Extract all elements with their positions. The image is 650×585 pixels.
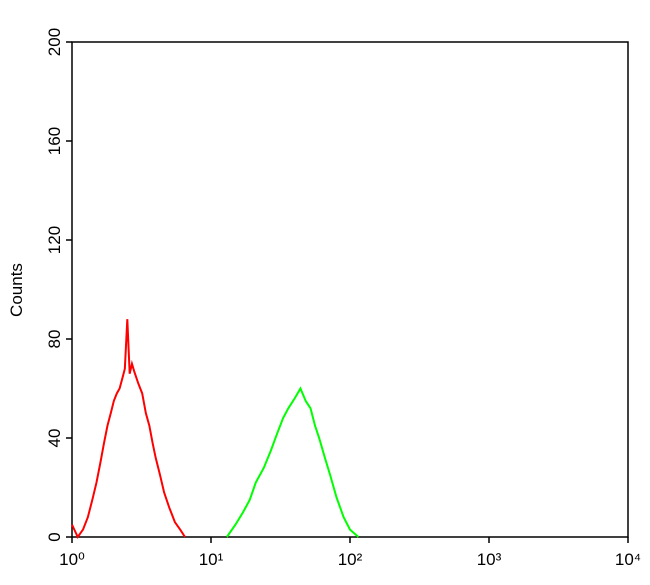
y-tick-label: 160 bbox=[45, 127, 64, 155]
y-tick-label: 80 bbox=[45, 330, 64, 349]
histogram-line bbox=[226, 386, 360, 538]
x-tick-label: 10⁴ bbox=[615, 550, 641, 569]
y-axis-label: Counts bbox=[7, 263, 26, 317]
x-tick-label: 10¹ bbox=[199, 550, 224, 569]
x-tick-label: 10³ bbox=[477, 550, 502, 569]
y-tick-label: 120 bbox=[45, 226, 64, 254]
x-tick-label: 10² bbox=[338, 550, 363, 569]
histogram-line bbox=[71, 319, 186, 539]
y-tick-label: 0 bbox=[45, 532, 64, 541]
x-tick-label: 10⁰ bbox=[59, 550, 85, 569]
y-tick-label: 40 bbox=[45, 429, 64, 448]
plot-frame bbox=[71, 41, 629, 538]
y-tick-label: 200 bbox=[45, 28, 64, 56]
